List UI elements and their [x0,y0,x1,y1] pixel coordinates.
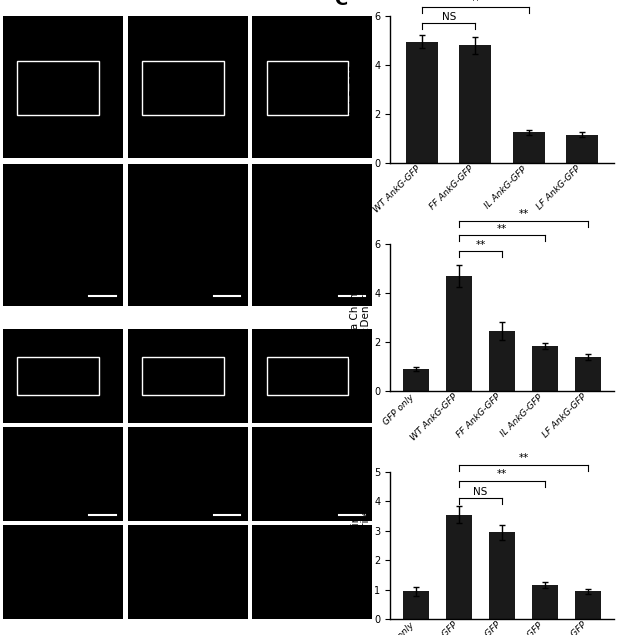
Y-axis label: AnkG-GFP
Axon:Dendrite: AnkG-GFP Axon:Dendrite [350,52,371,127]
Text: **: ** [475,240,486,250]
Bar [406,42,438,163]
Bar [489,331,515,391]
Title: anti-Pan
Na Channel: anti-Pan Na Channel [162,0,214,15]
Bar [267,358,349,395]
Bar [489,532,515,619]
Y-axis label: Pan Na Channel
Axon:Dendrite: Pan Na Channel Axon:Dendrite [350,276,371,359]
Text: **: ** [497,469,507,479]
Bar [403,591,429,619]
Bar [566,135,598,163]
Text: NS: NS [442,12,456,22]
Text: **: ** [497,224,507,234]
Bar [532,345,558,391]
Text: C: C [334,0,347,8]
Title: anti-
Neurofascin: anti- Neurofascin [161,309,215,328]
Text: D: D [334,218,349,237]
Bar [575,357,601,391]
Title: Merged
with BFP: Merged with BFP [293,309,332,328]
Title: Merged
with BFP: Merged with BFP [293,0,332,15]
Bar [575,591,601,619]
Text: NS: NS [473,487,487,497]
Y-axis label: Neurofascin
Axon:Dendrite: Neurofascin Axon:Dendrite [350,508,371,583]
Title: anti-GFP: anti-GFP [44,6,82,15]
Bar [142,358,224,395]
Bar [142,62,224,116]
Bar [403,369,429,391]
Bar [17,358,99,395]
Title: anti-GFP: anti-GFP [44,319,82,328]
Text: **: ** [518,209,529,219]
Bar [17,62,99,116]
Bar [446,276,472,391]
Text: **: ** [470,0,481,6]
Text: E: E [334,446,346,465]
Bar [267,62,349,116]
Bar [532,585,558,619]
Bar [446,514,472,619]
Text: **: ** [518,453,529,463]
Bar [460,45,491,163]
Bar [513,132,545,163]
